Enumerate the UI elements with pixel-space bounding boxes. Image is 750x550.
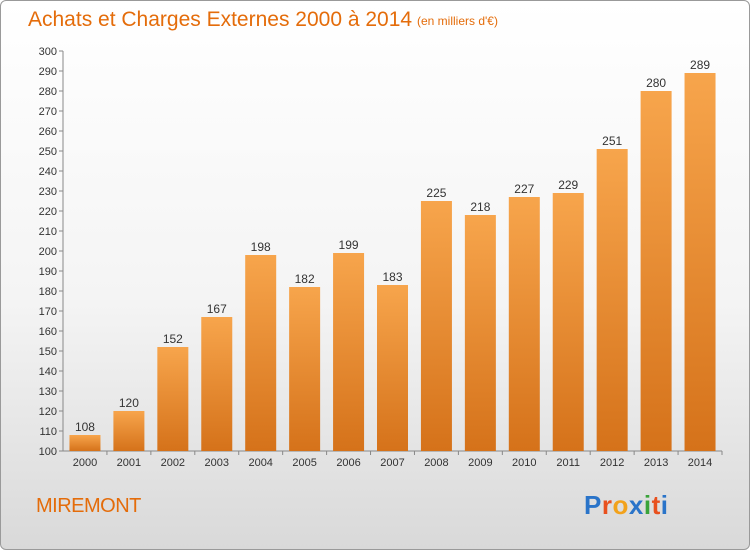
y-tick-label: 140 — [39, 366, 57, 378]
x-tick-label: 2014 — [688, 457, 712, 469]
y-tick-label: 280 — [39, 86, 57, 98]
y-tick-label: 200 — [39, 246, 57, 258]
data-label-2004: 198 — [251, 240, 271, 254]
bar-2011 — [552, 193, 584, 451]
y-tick-label: 180 — [39, 286, 57, 298]
y-tick-label: 110 — [39, 426, 57, 438]
logo-letter: r — [601, 490, 613, 520]
y-tick-label: 250 — [39, 146, 57, 158]
y-axis: 100 110 120 130 140 150 160 170 180 190 200 210 220 2… — [39, 46, 64, 458]
bar-2000 — [69, 435, 101, 451]
y-tick-label: 190 — [39, 266, 57, 278]
data-label-2002: 152 — [163, 332, 183, 346]
x-tick-label: 2009 — [468, 457, 492, 469]
x-tick-label: 2006 — [336, 457, 360, 469]
data-label-2008: 225 — [426, 186, 446, 200]
x-tick-label: 2000 — [73, 457, 97, 469]
y-tick-label: 150 — [39, 346, 57, 358]
x-tick-label: 2003 — [205, 457, 229, 469]
y-tick-label: 270 — [39, 106, 57, 118]
y-tick-label: 120 — [39, 406, 57, 418]
y-tick-label: 130 — [39, 386, 57, 398]
y-tick-label: 290 — [39, 66, 57, 78]
bar-2010 — [508, 197, 540, 451]
commune-name: MIREMONT — [36, 495, 141, 517]
chart-title: Achats et Charges Externes 2000 à 2014 — [28, 8, 413, 31]
x-tick-label: 2005 — [292, 457, 316, 469]
x-tick-label: 2008 — [424, 457, 448, 469]
x-tick-label: 2013 — [644, 457, 668, 469]
y-tick-label: 100 — [39, 446, 57, 458]
data-label-2014: 289 — [690, 58, 710, 72]
y-tick-label: 230 — [39, 186, 57, 198]
logo-letter: i — [643, 490, 652, 520]
data-label-2000: 108 — [75, 420, 95, 434]
bar-2003 — [201, 317, 233, 451]
data-label-2011: 229 — [558, 178, 578, 192]
data-label-2010: 227 — [514, 182, 534, 196]
bar-2005 — [289, 287, 321, 451]
bar-2002 — [157, 347, 189, 451]
logo-letter: x — [628, 490, 644, 520]
chart-subtitle: (en milliers d'€) — [417, 14, 498, 28]
x-tick-label: 2002 — [161, 457, 185, 469]
data-labels: 108 120 152 167 198 182 199 183 225 218 227 229 251 2… — [75, 58, 710, 434]
data-label-2007: 183 — [382, 270, 402, 284]
data-label-2009: 218 — [470, 200, 490, 214]
data-label-2006: 199 — [339, 238, 359, 252]
data-label-2013: 280 — [646, 76, 666, 90]
x-tick-label: 2004 — [248, 457, 272, 469]
bar-2004 — [245, 255, 277, 451]
y-tick-label: 300 — [39, 46, 57, 58]
y-tick-label: 240 — [39, 166, 57, 178]
logo-letter: P — [584, 490, 602, 520]
x-tick-label: 2007 — [380, 457, 404, 469]
y-tick-label: 260 — [39, 126, 57, 138]
data-label-2012: 251 — [602, 134, 622, 148]
y-tick-label: 160 — [39, 326, 57, 338]
bar-2008 — [420, 201, 452, 451]
logo-letter: o — [612, 490, 629, 520]
data-label-2003: 167 — [207, 302, 227, 316]
logo-letter: i — [660, 490, 669, 520]
bar-2006 — [333, 253, 365, 451]
x-tick-label: 2011 — [556, 457, 580, 469]
x-tick-label: 2001 — [117, 457, 141, 469]
y-tick-label: 220 — [39, 206, 57, 218]
bar-2013 — [640, 91, 672, 451]
proxiti-logo: Proxiti — [584, 490, 668, 521]
bar-2012 — [596, 149, 628, 451]
y-tick-label: 170 — [39, 306, 57, 318]
bar-2007 — [377, 285, 408, 451]
bars — [69, 73, 716, 451]
bar-2001 — [113, 411, 145, 451]
x-tick-label: 2012 — [600, 457, 624, 469]
data-label-2001: 120 — [119, 396, 139, 410]
y-tick-label: 210 — [39, 226, 57, 238]
bar-2009 — [464, 215, 496, 451]
logo-letter: t — [651, 490, 661, 520]
x-axis: 2000 2001 2002 2003 2004 2005 2006 2007 2008 2009… — [63, 450, 723, 469]
x-tick-label: 2010 — [512, 457, 536, 469]
bar-2014 — [684, 73, 716, 451]
data-label-2005: 182 — [295, 272, 315, 286]
